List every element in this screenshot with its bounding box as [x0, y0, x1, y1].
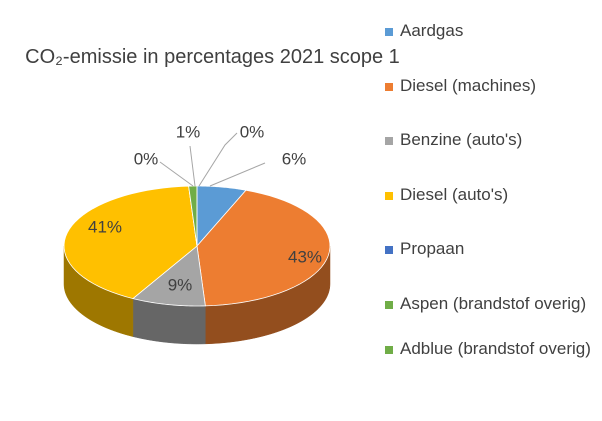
- legend-label: Diesel (auto's): [400, 185, 509, 204]
- pie-slice: [196, 189, 331, 307]
- legend-swatch: [385, 301, 393, 309]
- legend-label: Benzine (auto's): [400, 130, 523, 149]
- legend-entry: Diesel (auto's): [383, 184, 508, 206]
- leader-line: [189, 145, 196, 187]
- data-label: 6%: [282, 149, 307, 168]
- data-label: 1%: [176, 122, 201, 141]
- legend-label: Diesel (machines): [400, 76, 537, 95]
- legend-entry: Diesel (machines): [383, 75, 536, 97]
- data-label: 41%: [88, 217, 122, 236]
- chart-title: CO₂-emissie in percentages 2021 scope 1: [25, 46, 400, 68]
- legend-entry: Aspen (brandstof overig): [383, 293, 586, 315]
- legend-swatch: [385, 192, 393, 200]
- legend-swatch: [385, 346, 393, 354]
- legend-swatch: [385, 28, 393, 36]
- leader-line: [159, 161, 194, 187]
- legend-entry: Propaan: [383, 238, 464, 260]
- legend-entry: Benzine (auto's): [383, 129, 522, 151]
- data-label: 0%: [134, 149, 159, 168]
- leader-line: [209, 162, 266, 187]
- pie-slice: [132, 245, 206, 307]
- legend-swatch: [385, 246, 393, 254]
- data-label: 0%: [240, 122, 265, 141]
- legend-label: Propaan: [400, 239, 465, 258]
- legend-swatch: [385, 83, 393, 91]
- legend-swatch: [385, 137, 393, 145]
- legend-label: Adblue (brandstof overig): [400, 339, 591, 358]
- legend-label: Aspen (brandstof overig): [400, 294, 587, 313]
- data-label: 43%: [288, 247, 322, 266]
- legend-entry: Aardgas: [383, 20, 463, 42]
- pie-slice: [63, 185, 198, 300]
- leader-line: [198, 132, 238, 187]
- legend-entry: Adblue (brandstof overig): [383, 338, 591, 360]
- pie-slice: [196, 185, 247, 248]
- data-label: 9%: [168, 275, 193, 294]
- legend-label: Aardgas: [400, 21, 464, 40]
